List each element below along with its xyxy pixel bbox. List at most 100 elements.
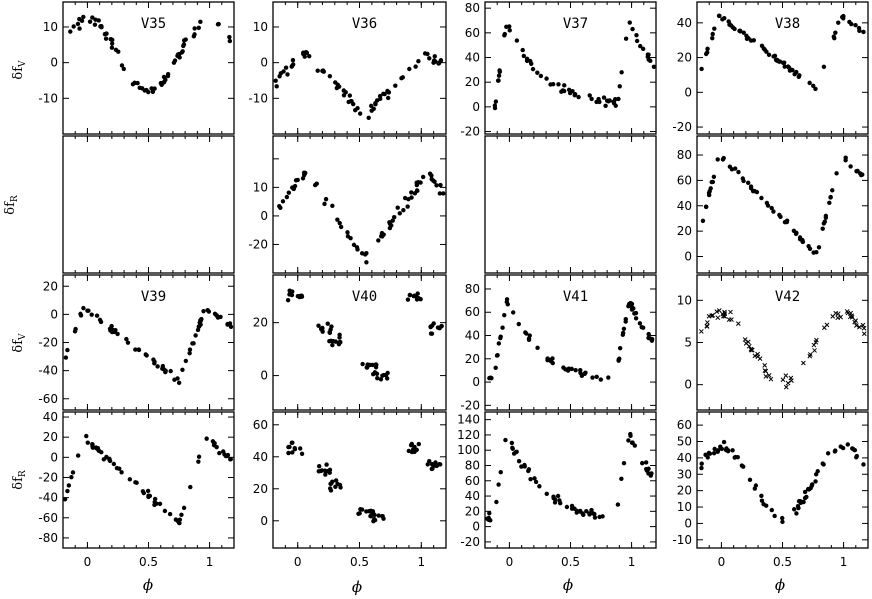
data-point (861, 29, 866, 35)
data-point (617, 345, 623, 351)
xlabel-col-3: ϕ (563, 576, 573, 594)
data-point (516, 321, 521, 327)
data-point (183, 37, 188, 42)
data-point (601, 95, 607, 100)
data-point (848, 164, 853, 169)
data-point (432, 54, 437, 59)
data-point (167, 511, 173, 517)
data-points (62, 433, 233, 526)
data-point (284, 194, 290, 200)
data-point (290, 450, 295, 455)
x-tick-label: 0.5 (773, 555, 792, 569)
data-point (427, 171, 433, 176)
data-point (833, 310, 839, 316)
data-point (152, 502, 157, 508)
data-point (300, 176, 306, 181)
data-point (111, 461, 117, 467)
data-point (341, 93, 347, 98)
data-point (538, 73, 544, 79)
star-label: V42 (775, 289, 800, 305)
data-point (646, 331, 651, 337)
data-point (616, 96, 621, 102)
data-point (521, 53, 527, 59)
data-point (121, 66, 126, 72)
data-point (526, 337, 532, 343)
data-point (372, 512, 377, 518)
y-tick-label: 20 (677, 51, 692, 65)
data-point (406, 196, 411, 202)
data-point (813, 86, 818, 92)
y-tick-label: 40 (465, 329, 480, 343)
y-tick-label: 60 (677, 418, 692, 432)
data-point (188, 484, 193, 490)
data-point (809, 482, 815, 487)
data-point (107, 458, 113, 464)
data-point (432, 463, 437, 468)
data-point (576, 94, 581, 100)
data-point (643, 466, 649, 472)
data-point (496, 73, 502, 78)
data-point (204, 436, 209, 441)
data-point (700, 218, 706, 224)
data-point (405, 297, 411, 302)
data-point (509, 440, 515, 446)
data-point (507, 28, 512, 33)
data-point (820, 226, 825, 231)
data-point (432, 179, 437, 184)
data-point (745, 180, 751, 186)
y-tick-label: 0 (50, 56, 58, 70)
star-label: V35 (141, 16, 166, 32)
data-point (645, 52, 651, 57)
data-point (407, 66, 412, 72)
data-point (621, 460, 627, 466)
x-tick-label: 1 (628, 555, 636, 569)
data-point (181, 505, 187, 511)
data-point (616, 357, 621, 362)
data-point (587, 511, 592, 516)
data-points (485, 431, 654, 523)
y-tick-label: 60 (465, 305, 480, 319)
data-point (223, 453, 229, 459)
data-point (587, 93, 592, 98)
data-point (133, 347, 138, 352)
data-points (63, 305, 234, 386)
data-point (397, 211, 402, 216)
data-point (780, 377, 786, 383)
data-point (706, 450, 712, 456)
data-point (572, 506, 577, 511)
y-tick-label: 140 (457, 413, 480, 427)
data-point (768, 376, 774, 382)
panel-v40-v: 0 20 V40 (253, 274, 447, 411)
y-tick-label: 0 (684, 516, 692, 530)
data-point (299, 293, 304, 298)
data-point (130, 82, 136, 87)
y-tick-label: 5 (684, 336, 692, 350)
data-point (228, 457, 233, 462)
data-point (559, 89, 564, 94)
data-point (527, 333, 532, 338)
data-point (544, 491, 549, 497)
svg-text:δfR: δfR (11, 470, 28, 490)
data-point (412, 444, 417, 450)
data-point (75, 21, 81, 27)
data-point (825, 451, 831, 456)
data-point (416, 58, 421, 64)
data-point (766, 52, 772, 57)
data-point (425, 462, 430, 467)
data-point (794, 69, 799, 75)
data-point (714, 309, 720, 314)
y-tick-label: 20 (43, 279, 58, 293)
data-point (603, 103, 608, 109)
data-point (712, 446, 717, 452)
data-point (322, 201, 327, 207)
x-tick-label: 0 (718, 555, 726, 569)
data-point (594, 374, 599, 380)
data-point (649, 471, 654, 476)
data-point (797, 236, 803, 242)
data-point (592, 515, 598, 520)
data-point (357, 111, 363, 116)
panel-v38-r: 0 20 40 60 80 (677, 135, 869, 274)
data-point (109, 45, 115, 50)
y-tick-label: 20 (677, 484, 692, 498)
data-point (77, 26, 82, 31)
